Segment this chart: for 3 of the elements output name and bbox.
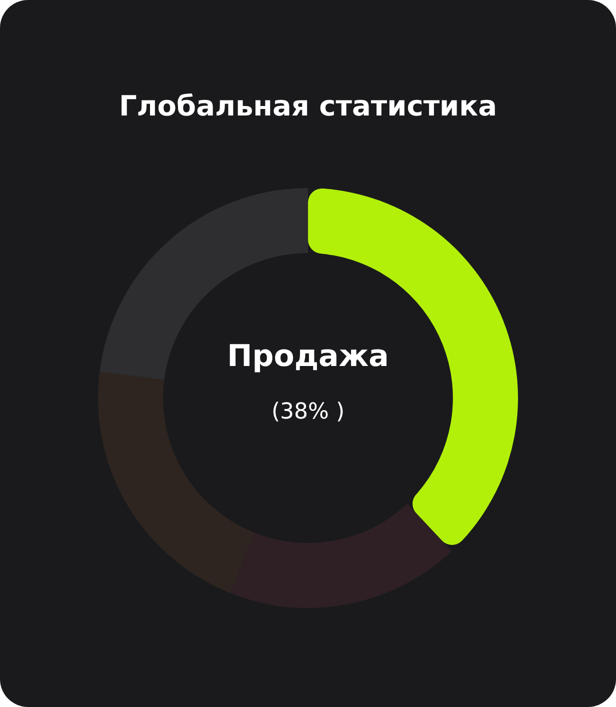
text: Продажа: [227, 338, 389, 374]
text: (38% ): [271, 400, 345, 425]
chart-title: Глобальная статистика: [118, 89, 498, 122]
